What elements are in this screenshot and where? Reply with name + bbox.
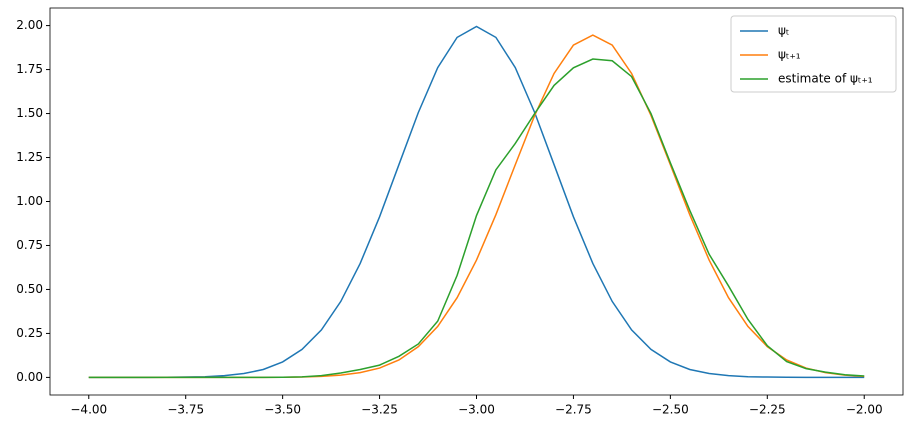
y-tick-label: 0.50 [16,282,43,296]
plot-frame [49,7,904,396]
y-tick-label: 2.00 [16,18,43,32]
legend-label: estimate of ψₜ₊₁ [778,72,873,86]
y-tick-label: 1.00 [16,194,43,208]
y-tick-label: 1.25 [16,150,43,164]
series-line [88,25,865,379]
x-tick-label: −2.00 [846,403,883,417]
x-tick-label: −3.75 [167,403,204,417]
legend: ψₜ ψₜ₊₁ estimate of ψₜ₊₁ [730,15,897,93]
y-tick-label: 1.75 [16,62,43,76]
y-tick-label: 0.75 [16,238,43,252]
series-line [88,58,865,379]
x-tick-label: −3.50 [264,403,301,417]
x-tick-label: −2.25 [749,403,786,417]
y-tick-label: 0.00 [16,370,43,384]
x-tick-label: −3.00 [458,403,495,417]
y-tick-label: 0.25 [16,326,43,340]
x-tick-label: −4.00 [70,403,107,417]
x-tick-label: −2.75 [555,403,592,417]
legend-box [730,15,897,93]
x-tick-label: −3.25 [361,403,398,417]
legend-label: ψₜ [778,24,789,38]
x-tick-label: −2.50 [652,403,689,417]
y-tick-label: 1.50 [16,106,43,120]
legend-label: ψₜ₊₁ [778,48,801,62]
